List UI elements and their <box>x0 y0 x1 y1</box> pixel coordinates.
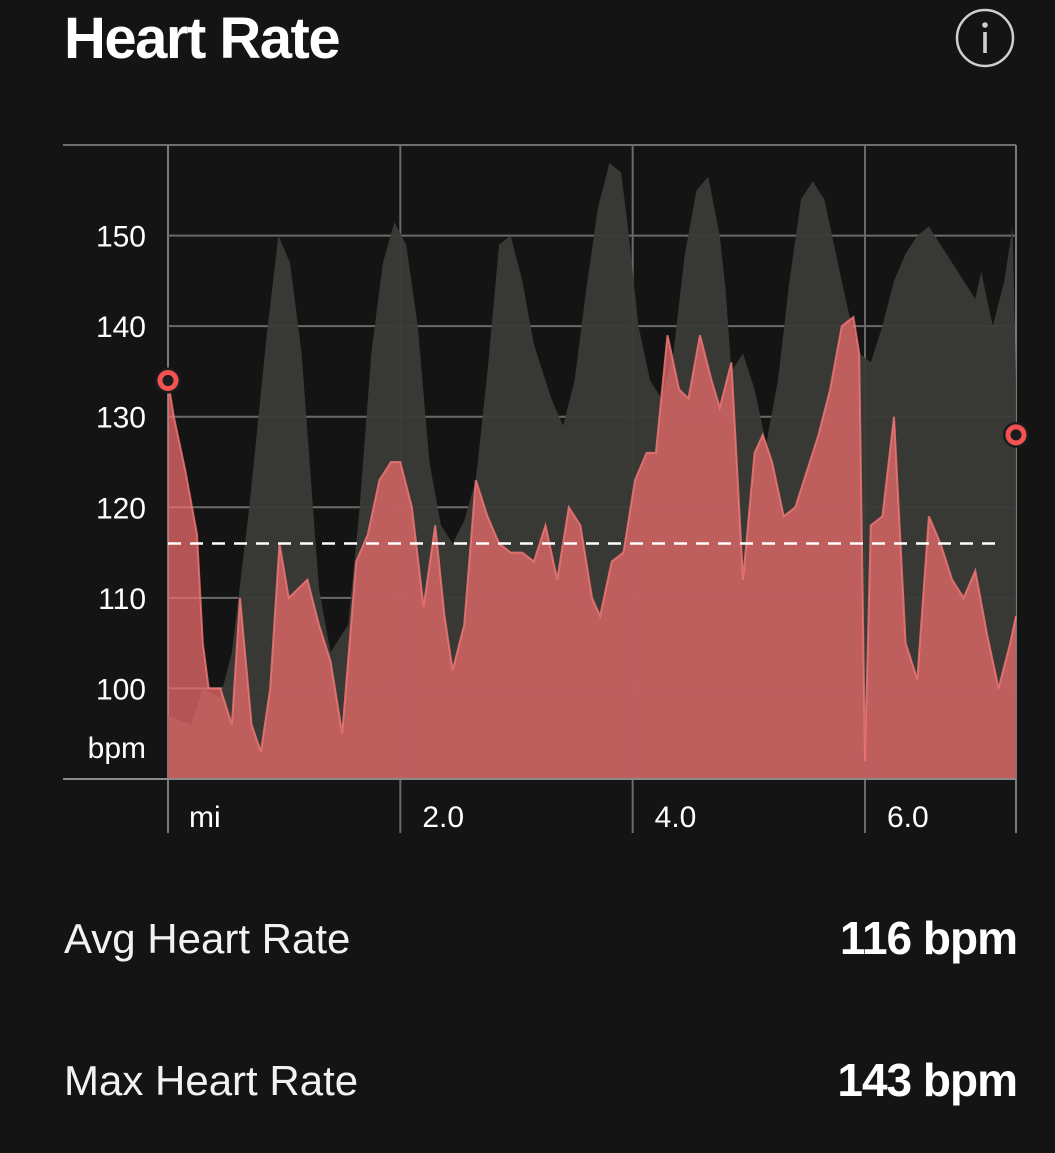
x-tick-label: 2.0 <box>422 801 464 834</box>
end-marker <box>1003 421 1029 448</box>
y-tick-label: 100 <box>96 673 146 706</box>
heart-rate-area <box>168 317 1016 779</box>
y-axis-label: bpm <box>88 732 146 765</box>
start-marker <box>155 367 181 394</box>
max-heart-rate-label: Max Heart Rate <box>64 1057 359 1104</box>
avg-heart-rate-value: 116 bpm <box>839 912 1018 964</box>
max-heart-rate-value: 143 bpm <box>837 1054 1018 1106</box>
y-tick-label: 150 <box>96 221 146 254</box>
y-tick-label: 130 <box>96 402 146 435</box>
y-tick-label: 120 <box>96 492 146 525</box>
x-tick-label: 6.0 <box>887 801 929 834</box>
info-icon[interactable] <box>955 8 1015 68</box>
chart-labels: 100 110 120 130 140 150 2.0 4.0 6.0 mi bpm <box>88 221 929 834</box>
x-tick-label: 4.0 <box>655 801 697 834</box>
heart-rate-line <box>167 315 1017 761</box>
page-title: Heart Rate <box>64 6 341 71</box>
avg-heart-rate-label: Avg Heart Rate <box>64 915 351 962</box>
x-axis-label: mi <box>189 801 221 834</box>
y-tick-label: 110 <box>98 583 146 616</box>
chart-areas <box>167 163 1017 780</box>
y-tick-label: 140 <box>96 311 146 344</box>
heart-rate-chart: 100 110 120 130 140 150 2.0 4.0 6.0 mi bpm <box>63 144 1029 834</box>
chart-overlays <box>63 367 1029 780</box>
